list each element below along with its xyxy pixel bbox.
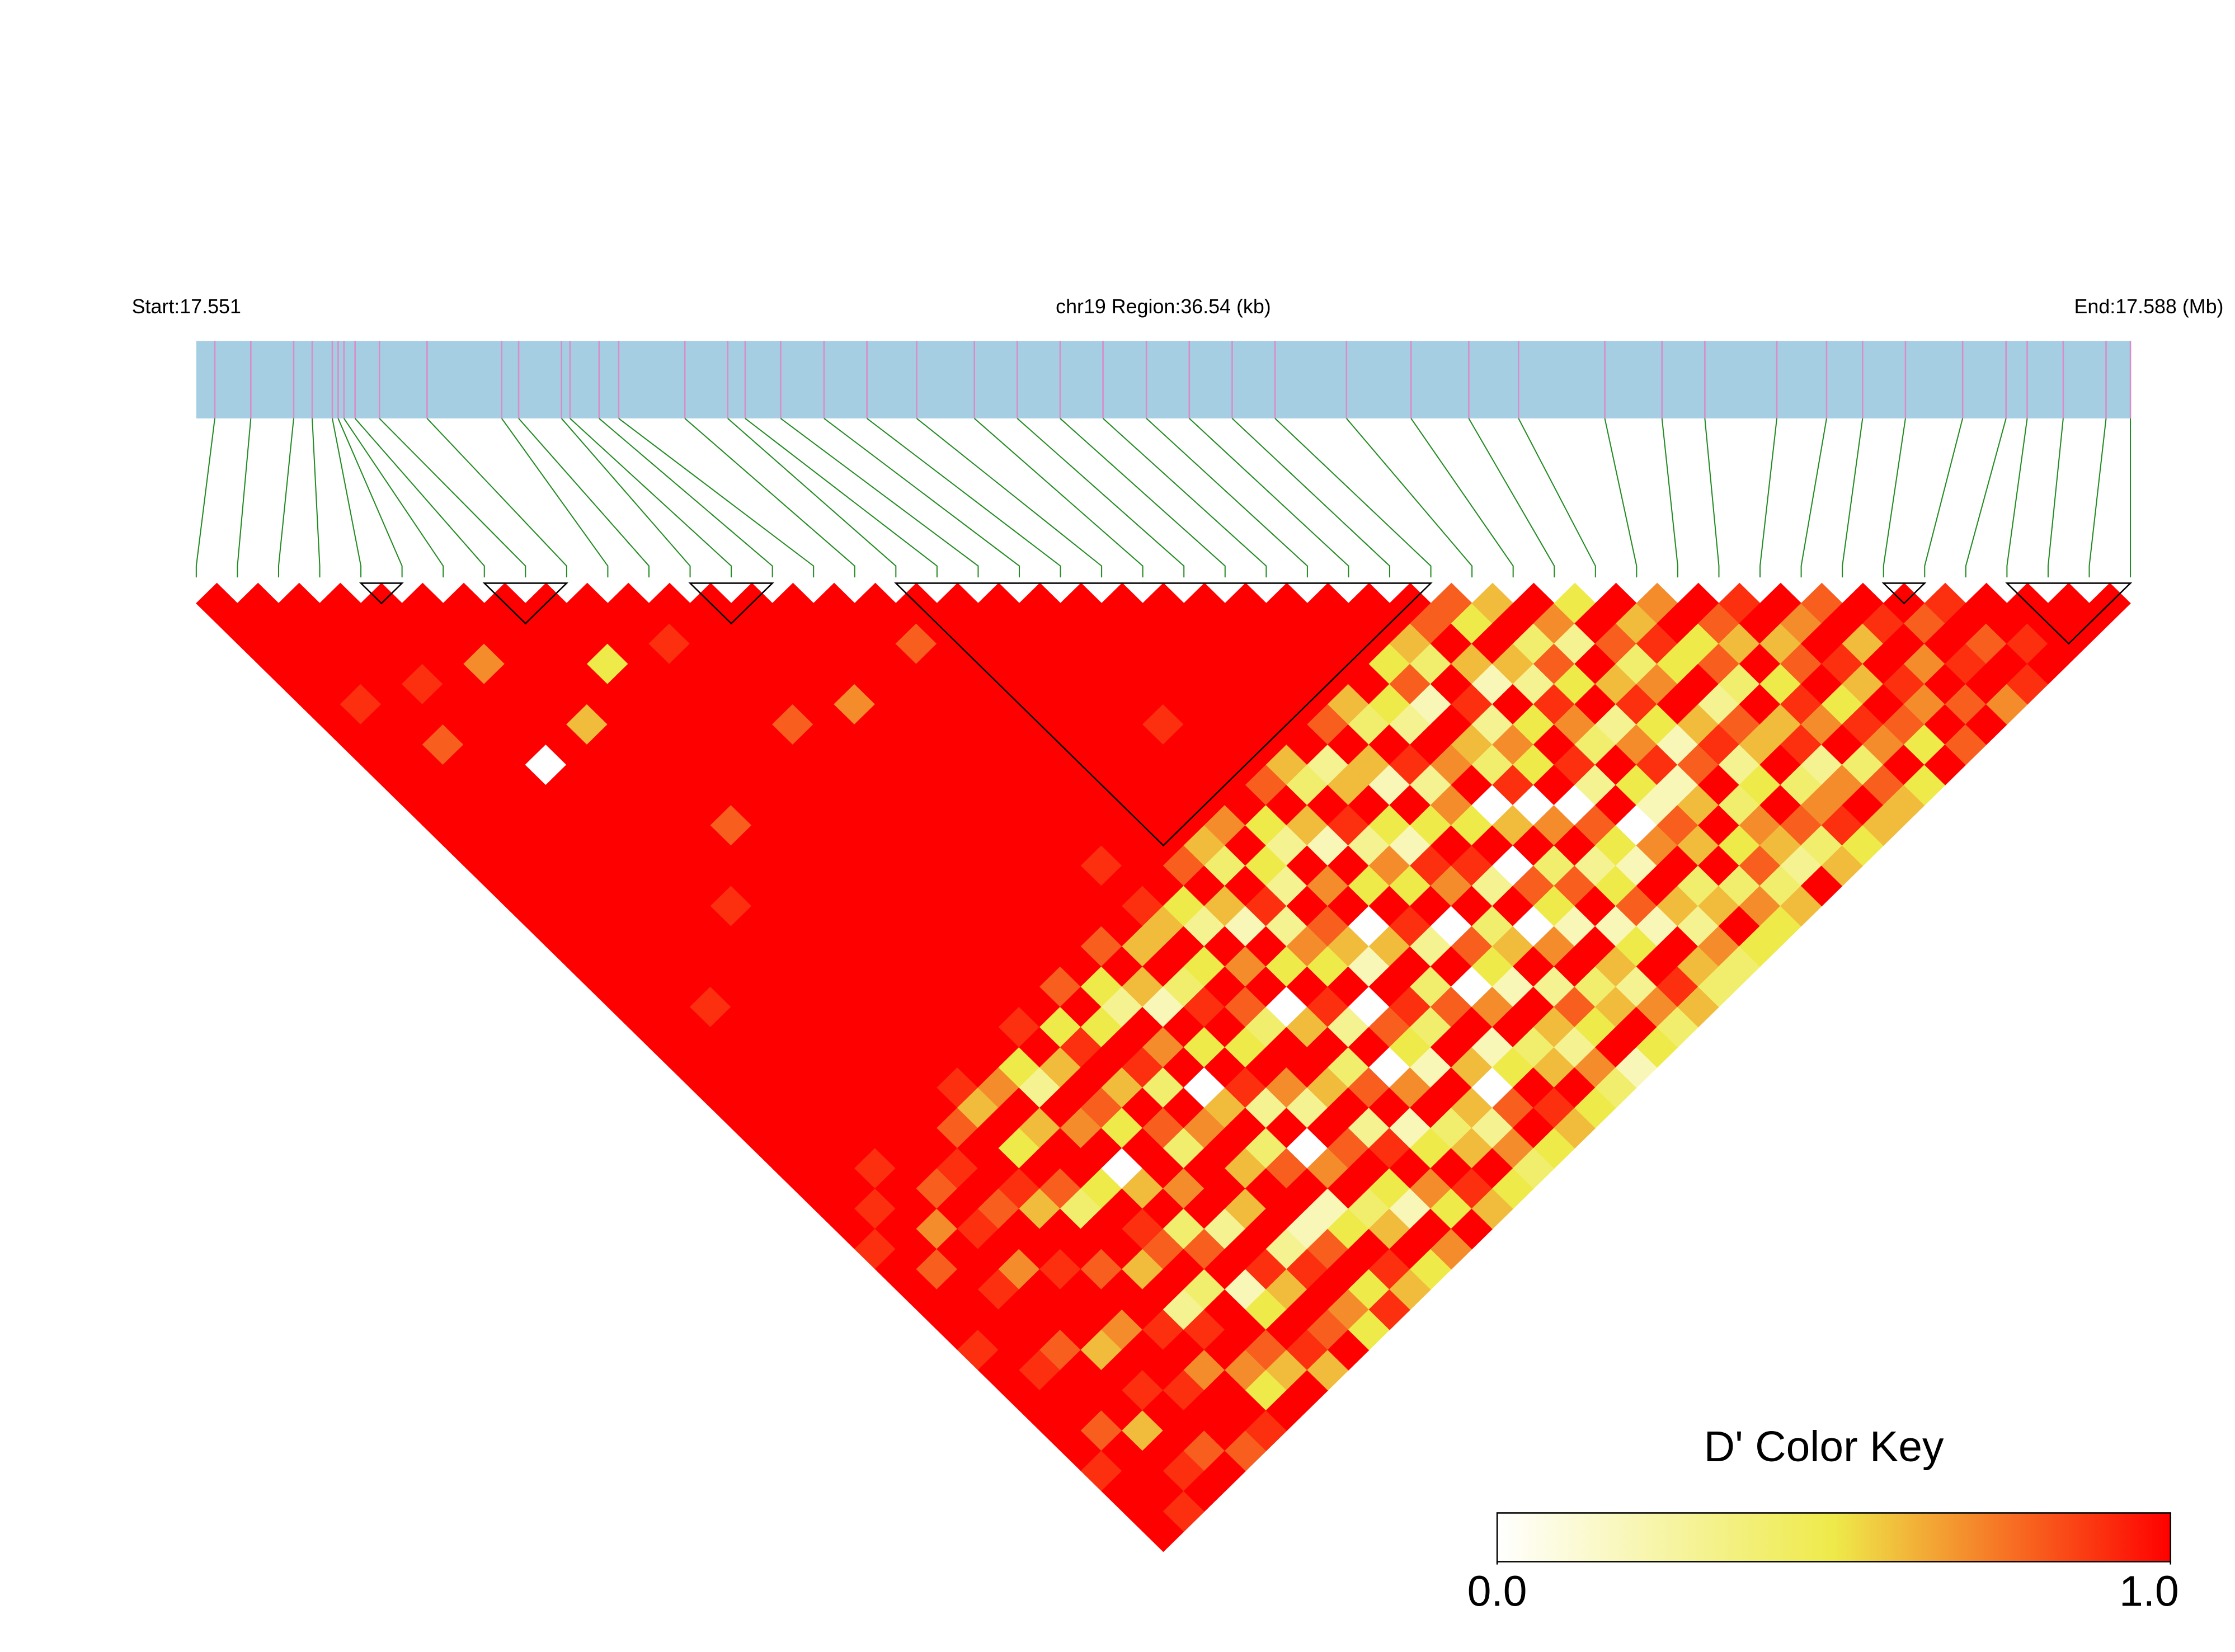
snp-link bbox=[1842, 418, 1864, 578]
snp-link bbox=[1965, 418, 2007, 578]
snp-link bbox=[518, 418, 650, 578]
snp-link bbox=[354, 418, 485, 578]
snp-link bbox=[1060, 418, 1226, 578]
ld-block bbox=[688, 582, 774, 625]
snp-link bbox=[561, 418, 691, 578]
key-tick-label: 0.0 bbox=[1467, 1568, 1527, 1616]
ld-block bbox=[2005, 582, 2133, 645]
color-key bbox=[1496, 1512, 2172, 1562]
snp-link bbox=[866, 418, 1061, 578]
key-tick-label: 1.0 bbox=[2119, 1568, 2179, 1616]
snp-link bbox=[2088, 418, 2107, 578]
snp-link bbox=[312, 418, 321, 578]
legend-title: D' Color Key bbox=[1704, 1423, 1944, 1471]
snp-link bbox=[1231, 418, 1391, 578]
snp-link bbox=[1924, 418, 1964, 578]
snp-link bbox=[2006, 418, 2028, 578]
snp-link bbox=[195, 418, 215, 578]
snp-link bbox=[1518, 418, 1596, 578]
snp-link bbox=[1800, 418, 1827, 578]
snp-link bbox=[337, 418, 403, 578]
snp-link bbox=[599, 418, 773, 578]
snp-link bbox=[1883, 418, 1906, 578]
snp-link bbox=[501, 418, 609, 578]
snp-link bbox=[684, 418, 855, 578]
snp-link bbox=[1146, 418, 1308, 578]
snp-link bbox=[1704, 418, 1720, 578]
snp-link bbox=[916, 418, 1103, 578]
snp-link bbox=[1604, 418, 1638, 578]
snp-link bbox=[1661, 418, 1678, 578]
snp-link bbox=[331, 418, 362, 578]
region-label: chr19 Region:36.54 (kb) bbox=[1056, 295, 1271, 318]
snp-link bbox=[1274, 418, 1432, 578]
snp-link bbox=[974, 418, 1144, 578]
ld-block bbox=[482, 582, 568, 625]
end-label: End:17.588 (Mb) bbox=[2074, 295, 2224, 318]
snp-link bbox=[1189, 418, 1349, 578]
snp-link bbox=[780, 418, 979, 578]
ld-block bbox=[894, 582, 1433, 847]
snp-link bbox=[277, 418, 294, 578]
snp-link bbox=[1017, 418, 1185, 578]
ld-block bbox=[1881, 582, 1927, 605]
start-label: Start:17.551 bbox=[132, 295, 241, 318]
snp-link bbox=[824, 418, 1020, 578]
snp-link bbox=[618, 418, 815, 578]
snp-link bbox=[727, 418, 897, 578]
snp-link bbox=[379, 418, 526, 578]
position-bar bbox=[196, 341, 2131, 418]
snp-link bbox=[2047, 418, 2064, 578]
snp-link bbox=[1468, 418, 1555, 578]
snp-link bbox=[237, 418, 252, 578]
snp-link bbox=[343, 418, 444, 578]
snp-link bbox=[426, 418, 567, 578]
snp-link bbox=[1102, 418, 1267, 578]
snp-link bbox=[745, 418, 938, 578]
snp-link bbox=[570, 418, 732, 578]
snp-link bbox=[1410, 418, 1514, 578]
snp-link bbox=[1346, 418, 1473, 578]
snp-link bbox=[1759, 418, 1778, 578]
ld-block bbox=[359, 582, 404, 605]
